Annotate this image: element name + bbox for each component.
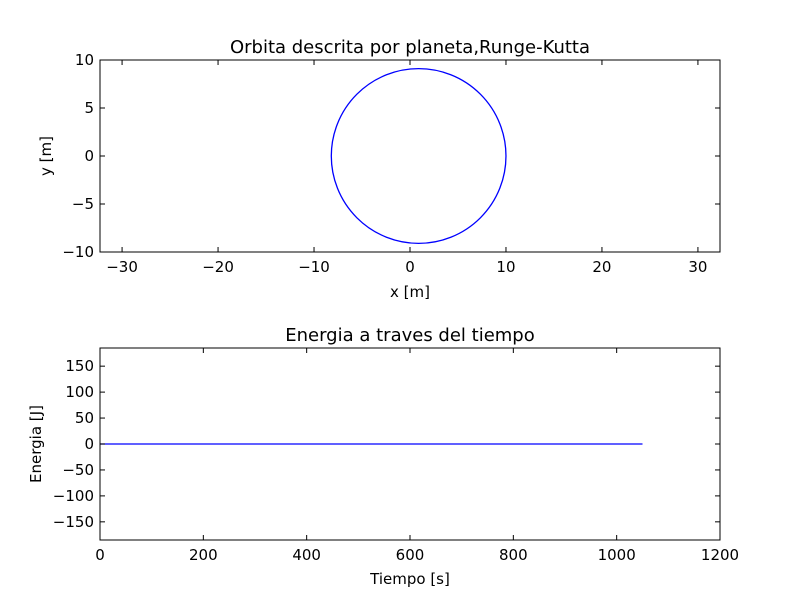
energy-y-tick-label: −50 [62, 461, 94, 479]
orbit-y-tick-label: 0 [84, 147, 94, 165]
orbit-x-ticks: −30 −20 −10 0 10 20 30 [106, 60, 707, 276]
energy-x-axis-label: Tiempo [s] [369, 570, 450, 588]
energy-x-tick-label: 200 [189, 546, 218, 564]
orbit-y-ticks: −10 −5 0 5 10 [62, 51, 720, 261]
energy-x-tick-label: 800 [499, 546, 528, 564]
orbit-trajectory-line [330, 67, 507, 245]
orbit-x-tick-label: 10 [496, 258, 515, 276]
orbit-x-tick-label: −10 [298, 258, 330, 276]
energy-y-tick-label: −100 [53, 487, 94, 505]
energy-y-tick-label: 50 [75, 409, 94, 427]
energy-chart-title: Energia a traves del tiempo [285, 325, 535, 346]
orbit-x-tick-label: −20 [202, 258, 234, 276]
orbit-x-tick-label: 20 [592, 258, 611, 276]
orbit-plot-area [330, 67, 507, 245]
energy-x-tick-label: 1000 [598, 546, 636, 564]
energy-x-tick-label: 1200 [701, 546, 739, 564]
energy-y-tick-label: −150 [53, 513, 94, 531]
energy-x-tick-label: 0 [95, 546, 105, 564]
orbit-y-tick-label: 10 [75, 51, 94, 69]
orbit-x-tick-label: 30 [688, 258, 707, 276]
energy-y-tick-label: 100 [65, 383, 94, 401]
orbit-chart-title: Orbita descrita por planeta,Runge-Kutta [230, 37, 590, 58]
energy-y-axis-label: Energia [J] [27, 405, 45, 483]
energy-x-ticks: 0 200 400 600 800 1000 1200 [95, 348, 739, 564]
orbit-x-tick-label: −30 [106, 258, 138, 276]
orbit-x-axis-label: x [m] [390, 283, 430, 301]
orbit-y-tick-label: 5 [84, 99, 94, 117]
orbit-x-tick-label: 0 [405, 258, 415, 276]
energy-x-tick-label: 400 [292, 546, 321, 564]
orbit-y-axis-label: y [m] [37, 136, 55, 176]
energy-y-tick-label: 150 [65, 357, 94, 375]
energy-x-tick-label: 600 [396, 546, 425, 564]
energy-y-tick-label: 0 [84, 435, 94, 453]
orbit-y-tick-label: −5 [72, 195, 94, 213]
energy-y-ticks: −150 −100 −50 0 50 100 150 [53, 357, 720, 531]
energy-subplot: Energia a traves del tiempo 0 200 400 600 80… [27, 325, 739, 588]
orbit-y-tick-label: −10 [62, 243, 94, 261]
orbit-subplot: Orbita descrita por planeta,Runge-Kutta … [37, 37, 721, 301]
